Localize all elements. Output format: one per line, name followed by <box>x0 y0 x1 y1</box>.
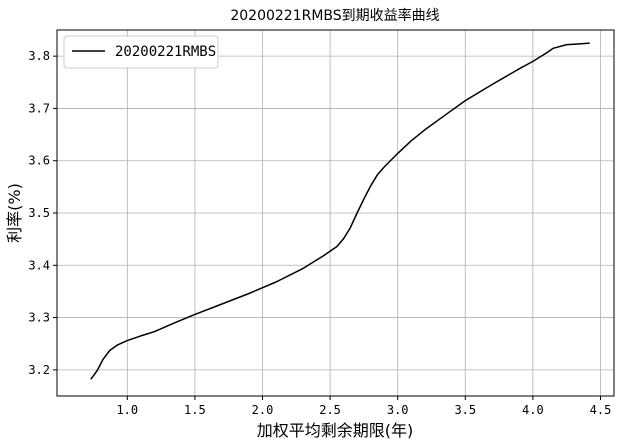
series-layer <box>90 42 590 380</box>
grid <box>57 30 614 396</box>
x-tick-label: 2.0 <box>252 403 274 417</box>
legend-label: 20200221RMBS <box>115 44 216 60</box>
x-tick-label: 3.5 <box>454 403 476 417</box>
x-tick-label: 3.0 <box>387 403 409 417</box>
x-tick-label: 2.5 <box>319 403 341 417</box>
y-tick-label: 3.8 <box>28 49 50 63</box>
y-tick-label: 3.2 <box>28 363 50 377</box>
y-axis-label: 利率(%) <box>5 183 24 243</box>
y-tick-label: 3.7 <box>28 101 50 115</box>
chart-title: 20200221RMBS到期收益率曲线 <box>230 7 439 24</box>
y-tick-label: 3.3 <box>28 311 50 325</box>
series-line <box>90 42 590 380</box>
x-tick-label: 1.5 <box>184 403 206 417</box>
x-tick-label: 4.0 <box>522 403 544 417</box>
y-axis: 3.2 3.3 3.4 3.5 3.6 3.7 3.8 <box>28 49 57 377</box>
y-tick-label: 3.4 <box>28 258 50 272</box>
legend-box <box>63 35 219 69</box>
legend: 20200221RMBS <box>63 35 219 69</box>
x-axis-label: 加权平均剩余期限(年) <box>257 421 414 440</box>
x-tick-label: 4.5 <box>590 403 612 417</box>
y-tick-label: 3.6 <box>28 154 50 168</box>
y-tick-label: 3.5 <box>28 206 50 220</box>
x-axis: 1.0 1.5 2.0 2.5 3.0 3.5 4.0 4.5 <box>116 396 611 417</box>
x-tick-label: 1.0 <box>116 403 138 417</box>
